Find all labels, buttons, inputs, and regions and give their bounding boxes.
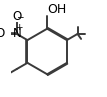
Text: +: + [15,23,23,32]
Text: O: O [12,10,21,23]
Text: O: O [0,27,5,40]
Text: −: − [16,12,23,21]
Text: N: N [12,27,21,40]
Text: OH: OH [48,3,67,16]
